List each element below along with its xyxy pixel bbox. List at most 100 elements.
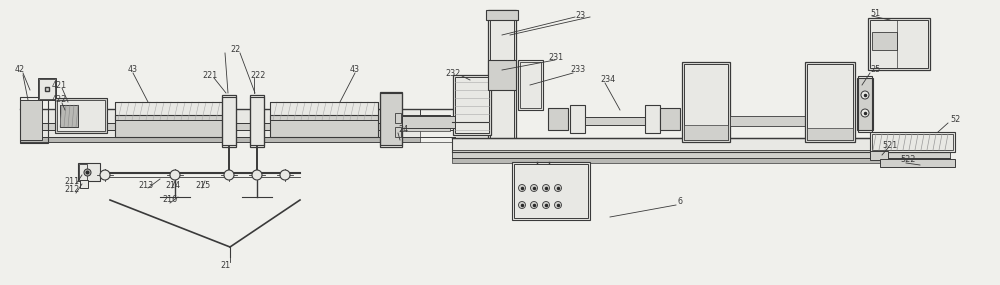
- Text: 43: 43: [128, 66, 138, 74]
- Bar: [858, 76, 872, 132]
- Bar: [585, 117, 645, 125]
- Bar: [684, 125, 728, 140]
- Bar: [79, 164, 87, 180]
- Bar: [880, 159, 955, 167]
- Bar: [570, 105, 585, 133]
- Bar: [684, 64, 728, 140]
- Bar: [807, 128, 853, 140]
- Text: 23: 23: [575, 11, 585, 19]
- Bar: [78, 163, 100, 181]
- Bar: [380, 92, 402, 147]
- Text: 25: 25: [870, 66, 880, 74]
- Bar: [115, 115, 223, 137]
- Bar: [222, 97, 236, 145]
- Text: 213: 213: [138, 180, 153, 190]
- Circle shape: [224, 170, 234, 180]
- Bar: [60, 105, 78, 127]
- Text: 231: 231: [548, 52, 563, 62]
- Circle shape: [542, 201, 550, 209]
- Text: 234: 234: [600, 76, 615, 84]
- Text: 222: 222: [250, 70, 265, 80]
- Circle shape: [170, 170, 180, 180]
- Bar: [490, 12, 514, 153]
- Bar: [486, 10, 518, 20]
- Bar: [807, 64, 853, 140]
- Bar: [20, 130, 420, 137]
- Bar: [512, 162, 590, 220]
- Bar: [38, 78, 56, 100]
- Text: 22: 22: [230, 46, 240, 54]
- Text: 216: 216: [162, 196, 177, 205]
- Bar: [660, 108, 680, 130]
- Circle shape: [100, 170, 110, 180]
- Text: 522: 522: [900, 156, 915, 164]
- Text: 212: 212: [64, 186, 79, 194]
- Text: 233: 233: [570, 66, 585, 74]
- Bar: [455, 77, 489, 133]
- Circle shape: [518, 201, 526, 209]
- Bar: [402, 125, 450, 131]
- Bar: [870, 132, 955, 152]
- Bar: [20, 97, 48, 143]
- Bar: [402, 116, 455, 128]
- Bar: [488, 10, 516, 155]
- Circle shape: [861, 91, 869, 99]
- Bar: [872, 32, 897, 50]
- Bar: [730, 116, 805, 126]
- Bar: [452, 138, 950, 152]
- Circle shape: [861, 109, 869, 117]
- Bar: [380, 93, 402, 145]
- Bar: [452, 150, 950, 158]
- Text: 221: 221: [202, 70, 217, 80]
- Bar: [872, 134, 953, 150]
- Bar: [395, 127, 401, 137]
- Text: 51: 51: [870, 9, 880, 17]
- Text: 43: 43: [350, 66, 360, 74]
- Text: 21: 21: [220, 260, 230, 270]
- Bar: [20, 137, 420, 142]
- Bar: [60, 105, 78, 127]
- Bar: [55, 98, 107, 133]
- Bar: [115, 102, 223, 120]
- Text: 521: 521: [882, 141, 897, 150]
- Text: 24: 24: [398, 125, 408, 135]
- Bar: [518, 60, 543, 110]
- Bar: [57, 100, 105, 131]
- Bar: [270, 115, 378, 137]
- Bar: [452, 158, 950, 163]
- Bar: [857, 78, 873, 130]
- Text: 421: 421: [52, 80, 67, 89]
- Bar: [20, 109, 420, 123]
- Text: 214: 214: [165, 180, 180, 190]
- Text: 6: 6: [678, 198, 683, 207]
- Bar: [870, 151, 888, 160]
- Bar: [805, 62, 855, 142]
- Bar: [682, 62, 730, 142]
- Text: 422: 422: [52, 95, 67, 105]
- Bar: [488, 60, 516, 90]
- Bar: [250, 97, 264, 145]
- Circle shape: [542, 184, 550, 192]
- Bar: [453, 75, 491, 135]
- Bar: [20, 123, 420, 130]
- Text: 215: 215: [195, 180, 210, 190]
- Bar: [645, 105, 660, 133]
- Circle shape: [280, 170, 290, 180]
- Bar: [548, 108, 568, 130]
- Circle shape: [252, 170, 262, 180]
- Text: 52: 52: [950, 115, 960, 125]
- Bar: [39, 79, 55, 99]
- Bar: [395, 113, 401, 123]
- Bar: [80, 180, 88, 188]
- Text: 42: 42: [15, 66, 25, 74]
- Circle shape: [518, 184, 526, 192]
- Circle shape: [554, 184, 562, 192]
- Bar: [270, 102, 378, 120]
- Text: 211: 211: [64, 176, 79, 186]
- Circle shape: [530, 184, 538, 192]
- Bar: [20, 100, 42, 140]
- Circle shape: [554, 201, 562, 209]
- Bar: [520, 62, 541, 108]
- Circle shape: [530, 201, 538, 209]
- Bar: [868, 18, 930, 70]
